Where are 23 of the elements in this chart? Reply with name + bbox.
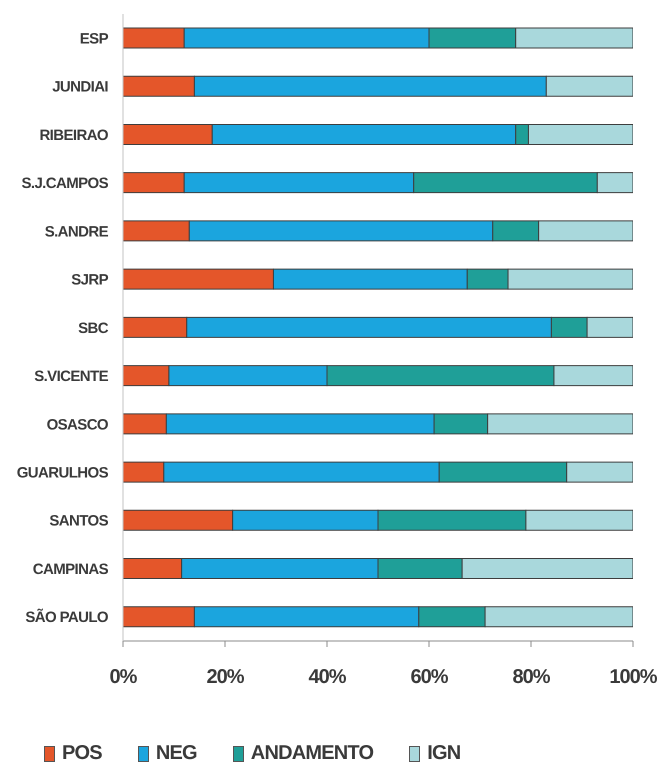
- y-tick-label: SJRP: [71, 272, 109, 289]
- y-tick-label: OSASCO: [46, 416, 109, 434]
- y-tick-label: SBC: [78, 320, 109, 337]
- y-tick-label: SÃO PAULO: [25, 608, 109, 626]
- legend-label: POS: [62, 742, 102, 764]
- x-tick-label: 60%: [410, 666, 449, 688]
- y-tick-label: S.ANDRE: [44, 223, 109, 240]
- y-tick-label: JUNDIAI: [52, 78, 108, 96]
- x-tick-label: 100%: [609, 666, 658, 688]
- y-tick-label: S.J.CAMPOS: [21, 175, 109, 192]
- x-tick-label: 80%: [512, 666, 551, 688]
- x-tick-label: 40%: [308, 666, 347, 688]
- x-tick-label: 20%: [206, 666, 245, 688]
- x-tick-label: 0%: [110, 666, 138, 688]
- legend-label: NEG: [156, 742, 197, 764]
- legend-label: IGN: [427, 742, 460, 764]
- y-tick-label: CAMPINAS: [32, 560, 109, 578]
- y-tick-label: ESP: [80, 30, 109, 48]
- y-tick-label: SANTOS: [49, 512, 109, 530]
- y-tick-label: GUARULHOS: [16, 464, 109, 482]
- y-tick-label: S.VICENTE: [34, 368, 109, 386]
- y-tick-label: RIBEIRAO: [39, 126, 109, 144]
- legend-label: ANDAMENTO: [250, 742, 374, 764]
